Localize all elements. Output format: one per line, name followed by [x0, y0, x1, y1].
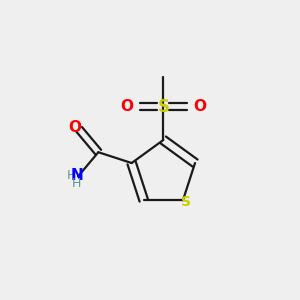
Text: O: O: [68, 120, 81, 135]
Text: O: O: [194, 99, 206, 114]
Text: O: O: [120, 99, 133, 114]
Text: H: H: [67, 169, 76, 182]
Text: S: S: [181, 195, 191, 209]
Text: S: S: [157, 98, 169, 116]
Text: H: H: [72, 177, 82, 190]
Text: N: N: [70, 168, 83, 183]
